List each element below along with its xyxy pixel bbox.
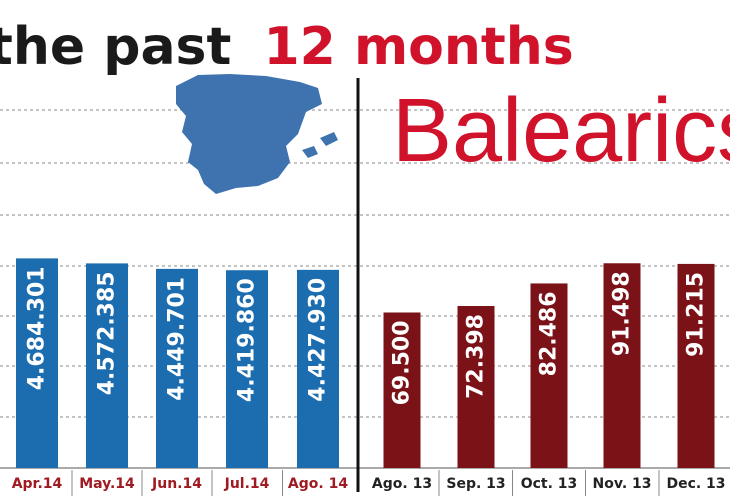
x-tick-label: May.14 [79, 476, 135, 492]
bar-value-label: 91.498 [610, 271, 635, 356]
balearics-ticks: Ago. 13 Sep. 13 Oct. 13 Nov. 13 Dec. 13 [372, 470, 726, 496]
x-tick-label: Jul.14 [224, 476, 270, 492]
x-tick-label: Ago. 13 [372, 476, 432, 492]
bar-value-label: 4.419.860 [235, 278, 260, 402]
bar [226, 270, 268, 468]
x-tick-label: Oct. 13 [521, 476, 578, 492]
bar-value-label: 91.215 [684, 272, 709, 357]
bar-value-label: 82.486 [537, 291, 562, 376]
bar [677, 263, 715, 468]
x-tick-label: Dec. 13 [666, 476, 725, 492]
x-tick-label: Nov. 13 [593, 476, 652, 492]
bar [86, 263, 128, 468]
bar [297, 269, 339, 468]
bar [457, 306, 495, 468]
x-tick-label: Sep. 13 [446, 476, 505, 492]
bar [383, 312, 421, 468]
bar-value-label: 72.398 [464, 314, 489, 399]
title-part-2: 12 months [263, 17, 573, 77]
bar [530, 283, 568, 468]
x-tick-label: Jun.14 [151, 476, 202, 492]
bar-value-label: 4.572.385 [95, 271, 120, 395]
page-title: the past 12 months [0, 17, 574, 77]
bar [156, 268, 198, 468]
bar-value-label: 69.500 [390, 320, 415, 405]
spain-bars: 4.684.301 4.572.385 4.449.701 4.419.860 4.42… [16, 258, 339, 468]
bar [16, 258, 58, 468]
title-part-1: the past [0, 17, 231, 77]
bar [603, 263, 641, 468]
bar-value-label: 4.684.301 [25, 266, 50, 390]
balearics-title: Balearics [392, 81, 730, 181]
balearics-bars: 69.500 72.398 82.486 91.498 91.215 [383, 263, 715, 468]
x-tick-label: Apr.14 [12, 476, 63, 492]
bar-value-label: 4.449.701 [165, 277, 190, 401]
x-tick-label: Ago. 14 [288, 476, 348, 492]
spain-map-icon [176, 74, 338, 194]
bar-value-label: 4.427.930 [306, 278, 331, 402]
spain-ticks: Apr.14 May.14 Jun.14 Jul.14 Ago. 14 [12, 470, 348, 496]
